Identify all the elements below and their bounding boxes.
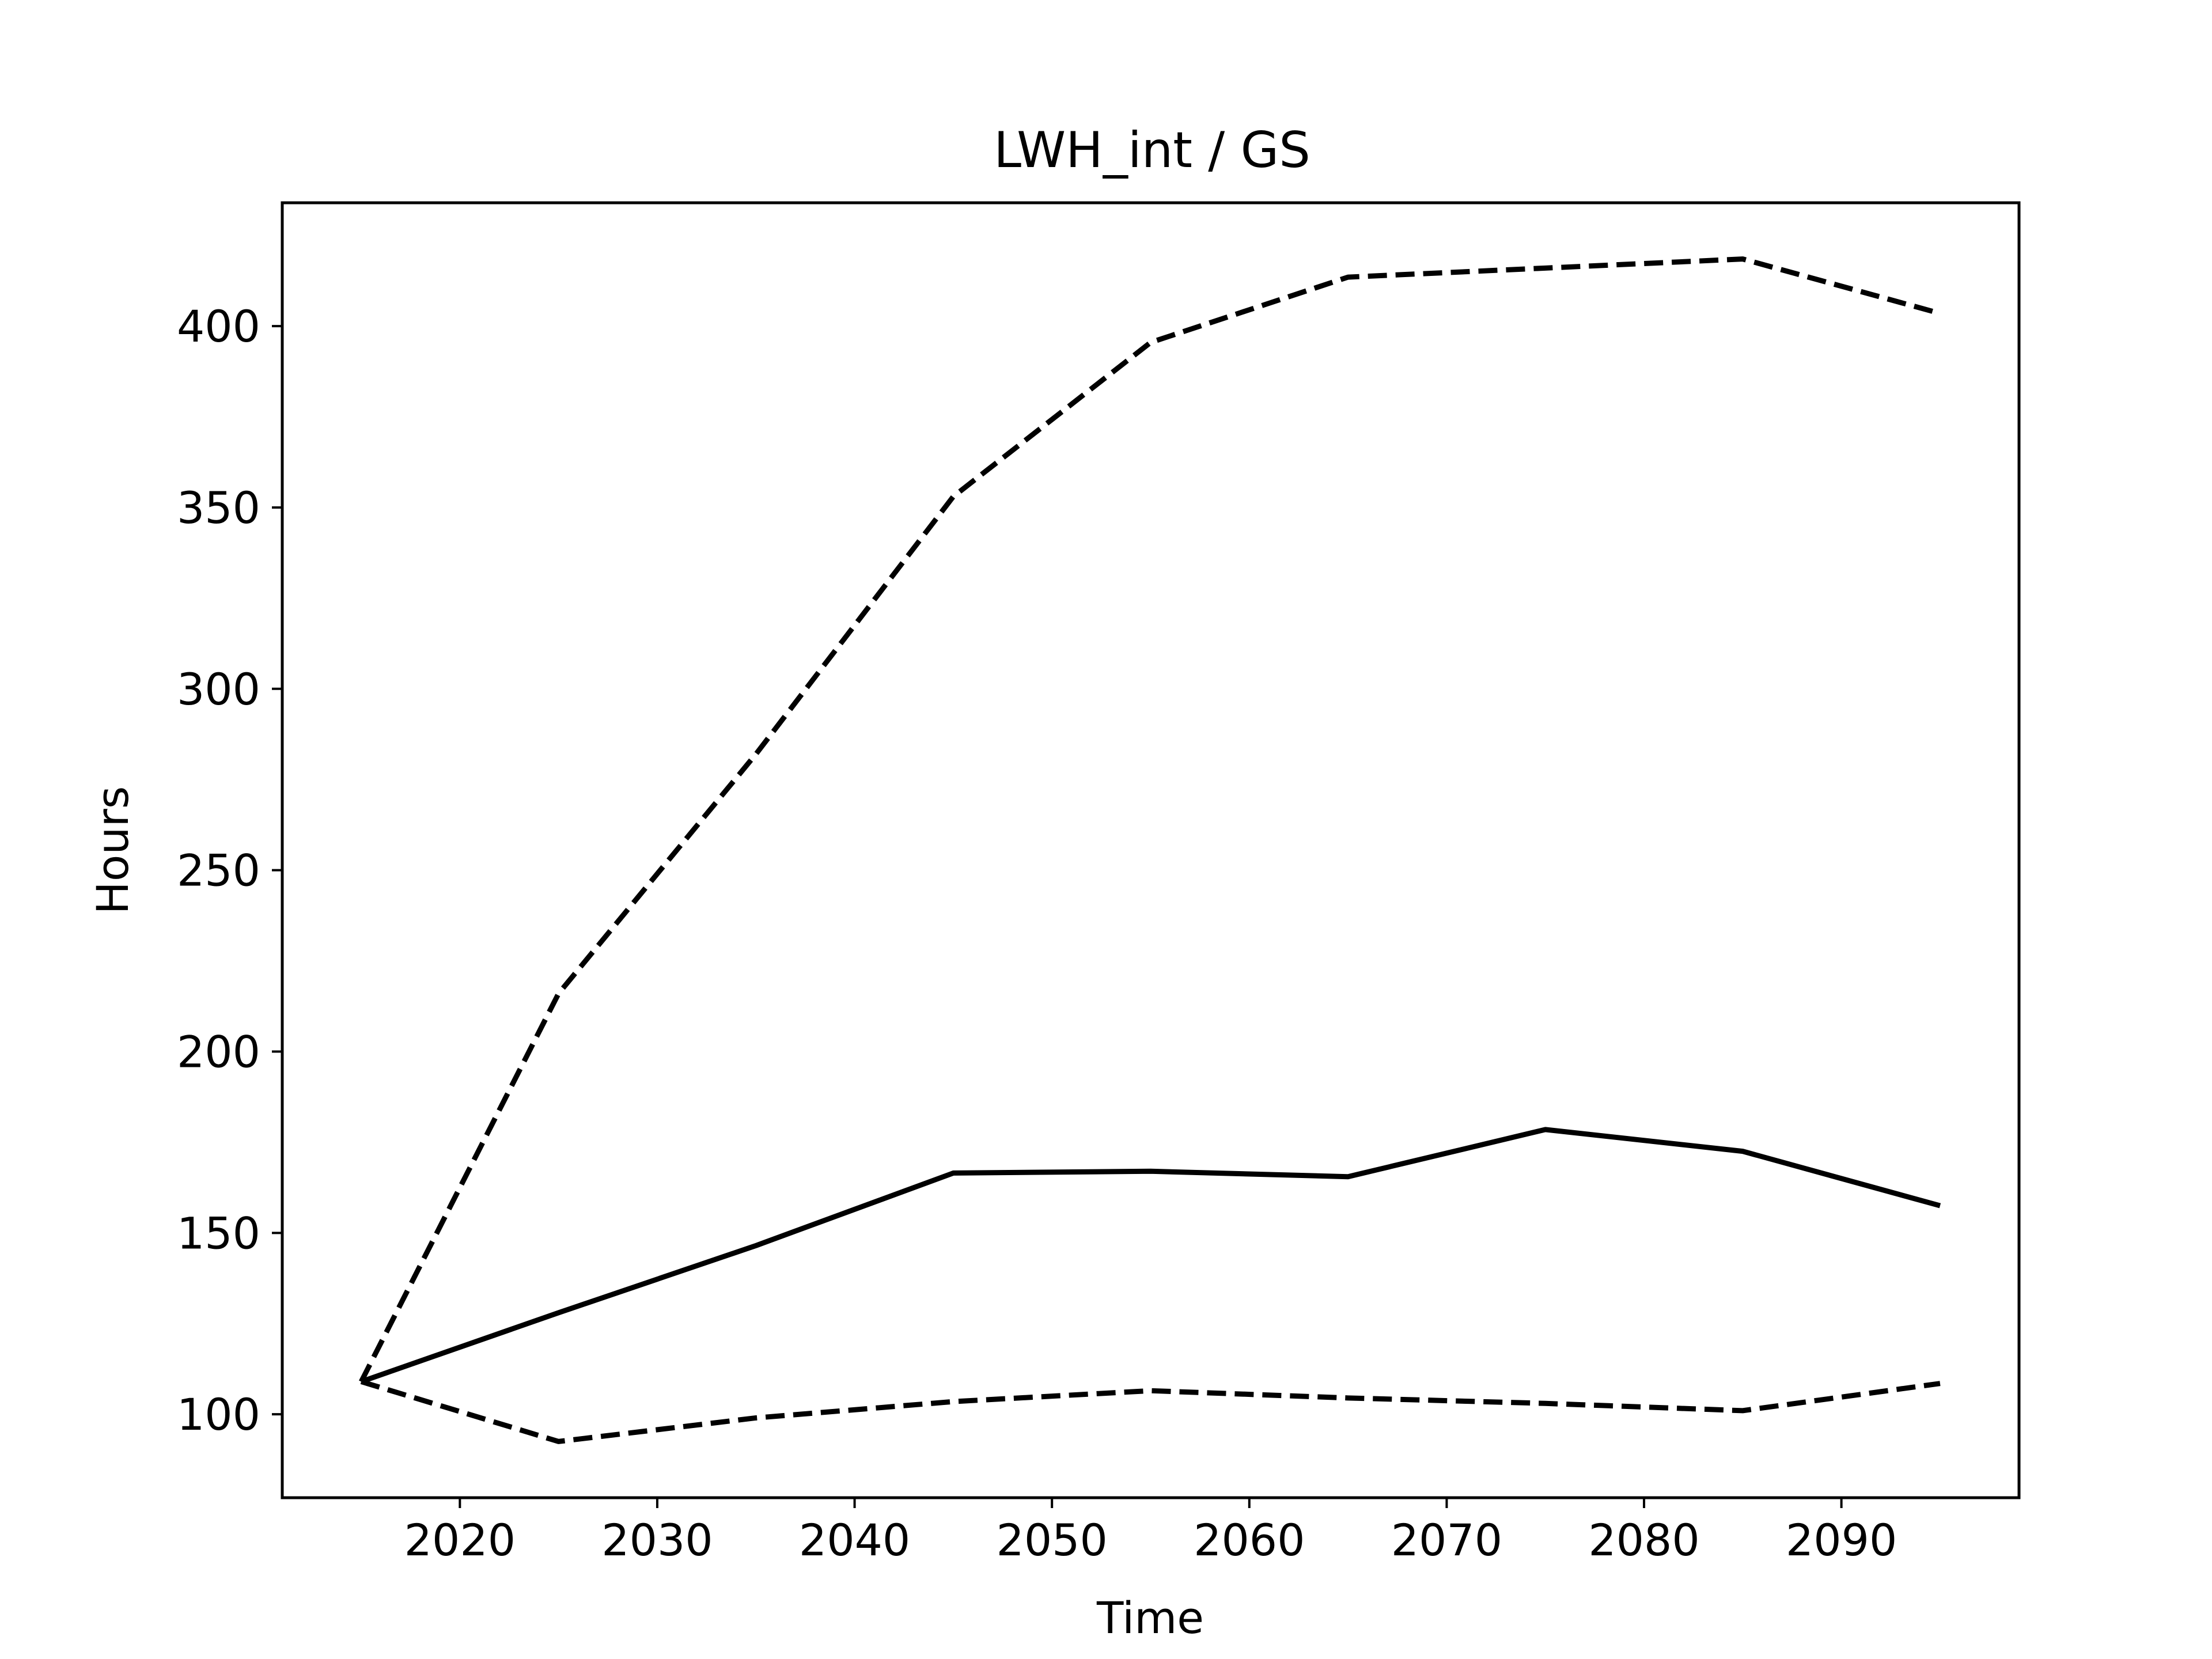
series-line-2 [359,256,1941,1383]
x-axis: 2020 2030 2040 2050 2060 2070 2080 2090 [404,1498,1897,1566]
x-tick-label: 2090 [1786,1514,1897,1566]
x-axis-label: Time [1096,1592,1204,1643]
x-tick-label: 2040 [799,1514,910,1566]
y-tick-label: 200 [177,1026,260,1077]
x-tick-label: 2060 [1194,1514,1305,1566]
series-line-3 [360,1379,1941,1444]
y-tick-label: 150 [177,1207,260,1259]
x-tick-label: 2030 [601,1514,713,1566]
y-axis: 100 150 200 250 300 350 400 [177,301,282,1440]
x-tick-label: 2080 [1588,1514,1699,1566]
chart-title: LWH_int / GS [994,122,1310,179]
y-tick-label: 100 [177,1389,260,1440]
x-tick-label: 2050 [996,1514,1107,1566]
series-layer [359,256,1941,1444]
series-line-1 [360,1127,1941,1384]
y-tick-label: 400 [177,301,260,352]
y-tick-label: 250 [177,845,260,896]
y-axis-label: Hours [87,786,138,915]
y-tick-label: 300 [177,664,260,715]
x-tick-label: 2070 [1391,1514,1502,1566]
y-tick-label: 350 [177,482,260,533]
x-tick-label: 2020 [404,1514,516,1566]
plot-area-frame [281,201,2021,1499]
